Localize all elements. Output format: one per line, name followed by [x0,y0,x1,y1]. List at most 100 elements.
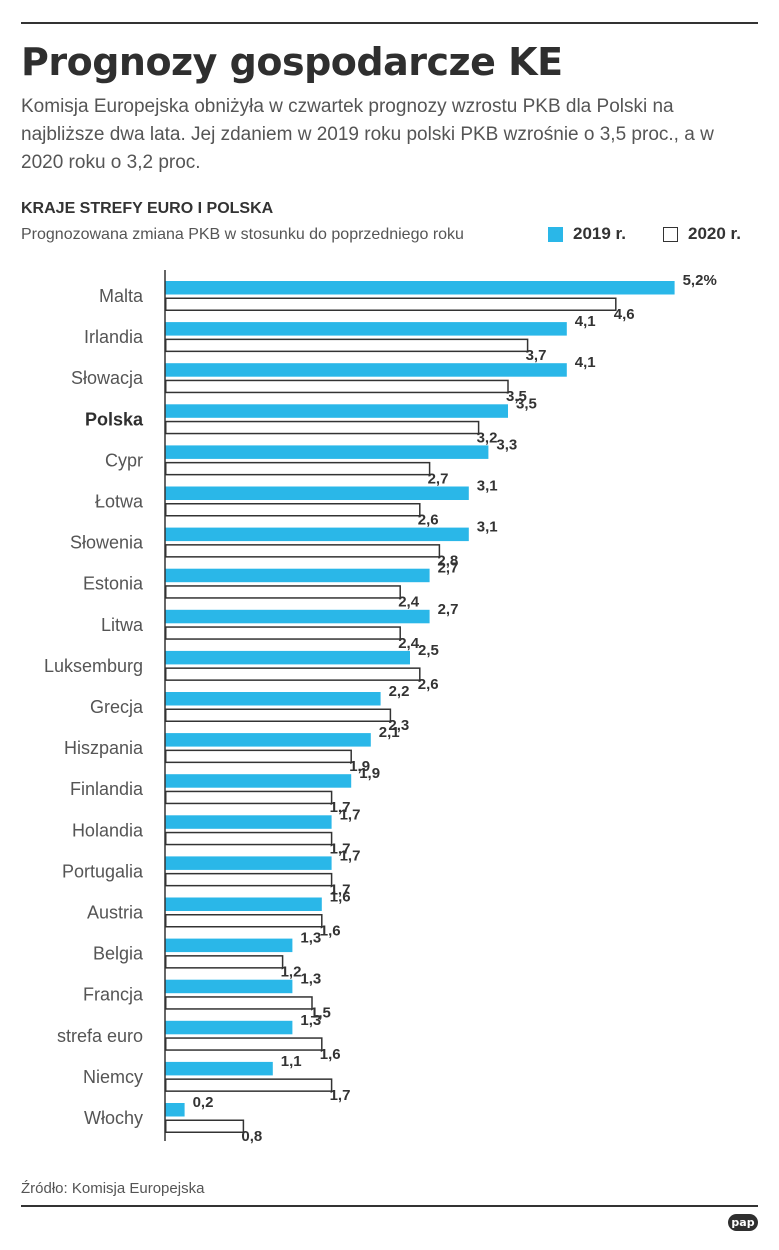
bar-2019-portugalia [165,856,332,870]
bar-2019-słowacja [165,363,567,377]
category-label-słowacja: Słowacja [71,368,144,388]
bar-2019-irlandia [165,322,567,336]
bar-2020-polska [165,420,480,435]
bar-2020-litwa [165,626,401,640]
bar-2019-austria [165,897,322,911]
bar-2019-cypr [165,445,489,459]
value-label-2019-strefa-euro: 1,3 [300,1012,321,1029]
bar-2019-łotwa [165,486,469,500]
value-label-2019-belgia: 1,3 [300,930,321,947]
bar-2020-luksemburg [165,667,421,681]
bar-2019-luksemburg [165,650,410,665]
bar-2019-hiszpania [165,733,371,747]
category-label-holandia: Holandia [72,820,144,840]
category-label-francja: Francja [83,985,144,1005]
value-label-2020-hiszpania: 1,9 [349,758,370,775]
bar-2019-estonia [165,568,430,583]
bar-2019-francja [165,979,293,994]
value-label-2019-portugalia: 1,7 [340,847,361,864]
value-label-2019-słowenia: 3,1 [477,519,498,536]
bar-2019-słowenia [165,527,469,542]
value-label-2019-holandia: 1,7 [340,806,361,823]
value-label-2020-litwa: 2,4 [398,635,420,652]
page-title: Prognozy gospodarcze KE [21,40,563,84]
bar-2019-finlandia [165,774,352,788]
value-label-2019-łotwa: 3,1 [477,478,498,495]
bar-2020-estonia [165,585,401,599]
bar-2020-łotwa [165,503,421,517]
bar-2020-austria [165,914,323,928]
source-note: Źródło: Komisja Europejska [21,1180,205,1197]
category-label-luksemburg: Luksemburg [44,656,143,676]
category-label-polska: Polska [85,409,144,429]
value-label-2020-słowacja: 3,5 [506,388,527,405]
top-rule [21,22,758,24]
value-label-2019-malta: 5,2% [683,272,717,289]
value-label-2020-strefa-euro: 1,6 [320,1046,341,1063]
value-label-2020-austria: 1,6 [320,923,341,940]
value-label-2020-holandia: 1,7 [330,840,351,857]
legend-item-2019: 2019 r. [548,224,626,244]
category-label-łotwa: Łotwa [95,492,144,512]
value-label-2020-słowenia: 2,8 [437,553,458,570]
bar-2020-grecja [165,708,392,722]
value-label-2019-luksemburg: 2,5 [418,642,439,659]
category-label-portugalia: Portugalia [62,861,144,881]
category-label-strefa-euro: strefa euro [57,1026,143,1046]
chart-subhead: KRAJE STREFY EURO I POLSKA [21,200,274,217]
legend-item-2020: 2020 r. [663,224,741,244]
bar-2020-cypr [165,461,431,476]
value-label-2020-grecja: 2,3 [388,717,409,734]
value-label-2020-włochy: 0,8 [241,1128,262,1145]
category-label-litwa: Litwa [101,615,144,635]
bar-2020-słowacja [165,379,509,394]
value-label-2020-portugalia: 1,7 [330,881,351,898]
chart-subtitle: Prognozowana zmiana PKB w stosunku do po… [21,226,464,243]
bar-2020-holandia [165,831,333,846]
value-label-2020-francja: 1,5 [310,1005,331,1022]
value-label-2019-francja: 1,3 [300,971,321,988]
value-label-2019-austria: 1,6 [330,889,351,906]
value-label-2019-hiszpania: 2,1 [379,724,400,741]
bar-2020-irlandia [165,338,529,353]
category-label-słowenia: Słowenia [70,533,144,553]
category-label-cypr: Cypr [105,450,143,470]
value-label-2020-cypr: 2,7 [428,470,449,487]
category-label-grecja: Grecja [90,697,144,717]
bar-2019-holandia [165,815,332,829]
value-label-2019-włochy: 0,2 [193,1094,214,1111]
legend-swatch-2019 [548,226,563,242]
bar-2020-francja [165,996,313,1010]
bar-2019-strefa-euro [165,1020,293,1035]
pap-logo: pap [728,1214,758,1231]
value-label-2020-estonia: 2,4 [398,594,420,611]
bar-2019-polska [165,404,508,418]
value-label-2020-niemcy: 1,7 [330,1087,351,1104]
bar-2019-litwa [165,609,430,624]
bar-2020-włochy [165,1119,245,1133]
category-label-estonia: Estonia [83,574,144,594]
value-label-2019-polska: 3,5 [516,395,537,412]
bar-2019-grecja [165,692,381,706]
value-label-2020-finlandia: 1,7 [330,799,351,816]
bar-2019-włochy [165,1103,185,1117]
value-label-2019-litwa: 2,7 [438,601,459,618]
value-label-2019-niemcy: 1,1 [281,1053,302,1070]
bar-2019-belgia [165,938,293,953]
bar-2020-malta [165,297,617,311]
bar-2019-malta [165,281,675,295]
value-label-2019-estonia: 2,7 [438,560,459,577]
bar-2020-strefa-euro [165,1037,323,1051]
value-label-2020-malta: 4,6 [614,306,635,323]
bar-2020-słowenia [165,544,441,558]
bar-2020-niemcy [165,1078,333,1092]
bar-2020-belgia [165,955,284,969]
bar-chart: Malta 5,2% 4,6 Irlandia 4,1 3,7 Słowacja 4,1 3,5… [44,270,717,1145]
category-label-włochy: Włochy [84,1108,143,1128]
bar-2020-finlandia [165,790,333,805]
value-label-2020-irlandia: 3,7 [526,347,547,364]
bottom-rule [21,1205,758,1207]
legend-label-2019: 2019 r. [573,224,626,243]
category-label-malta: Malta [99,286,144,306]
category-label-irlandia: Irlandia [84,327,144,347]
